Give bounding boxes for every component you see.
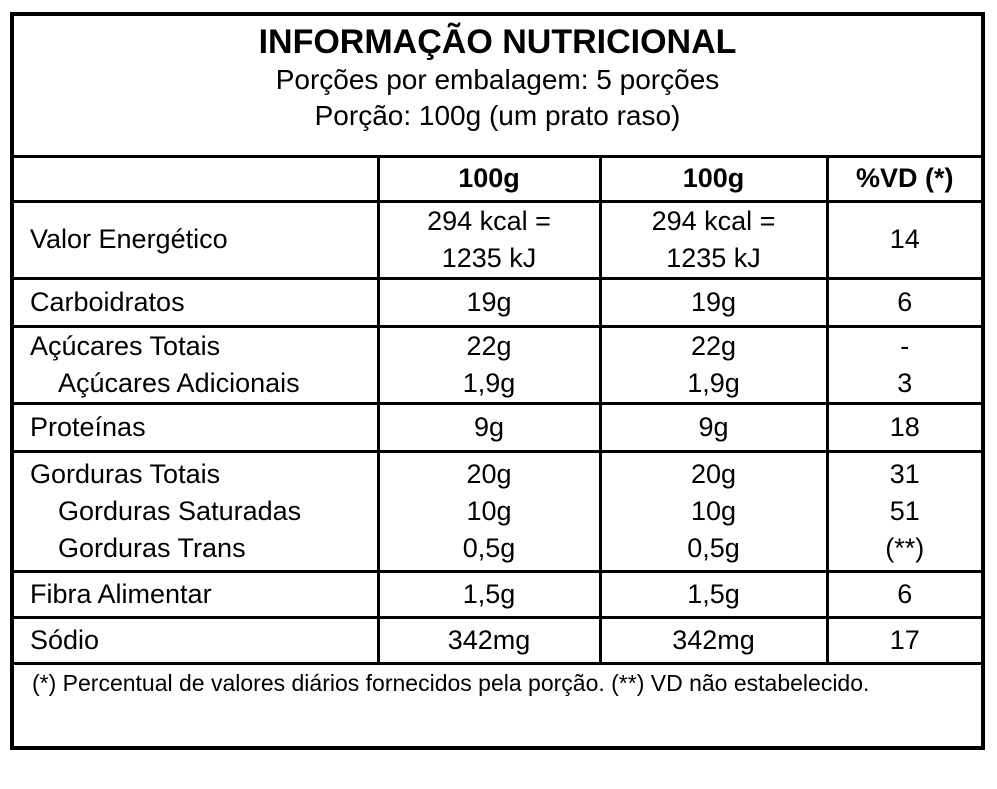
footnote: (*) Percentual de valores diários fornec… [32,669,870,696]
value: 342mg [672,624,755,655]
value-cell: 1,5g [376,569,602,619]
value: 0,5g [462,532,516,563]
value: 3 [897,367,913,398]
nutrient-cell: Fibra Alimentar [14,569,380,619]
value-cell: 1,5g [598,569,829,619]
nutrient-name: Açúcares Totais [30,330,221,361]
nutrient-name: Sódio [30,624,100,655]
nutrient-cell: Carboidratos [14,276,380,328]
value: 1,5g [687,578,740,609]
value: 20g [466,458,512,489]
nutrient-row: Proteínas 9g 9g 18 [14,401,981,453]
value: 14 [889,224,920,254]
value: 294 kcal = 1235 kJ [651,205,776,273]
value: 31 [889,458,920,489]
nutrient-cell: Valor Energético [14,199,380,280]
value: 1,9g [687,367,740,398]
value: 51 [889,495,920,526]
value: 9g [473,411,505,442]
title: INFORMAÇÃO NUTRICIONAL [258,23,737,61]
value-cell: 6 [825,276,981,328]
header-row: 100g 100g %VD (*) [14,158,981,203]
nutrition-table: 100g 100g %VD (*) Valor Energético 294 kcal … [14,158,981,665]
value: - [900,330,910,361]
value: 1,5g [462,578,516,609]
value: 18 [889,411,920,442]
nutrient-cell: Açúcares Totais Açúcares Adicionais [14,324,380,405]
nutrient-name: Gorduras Saturadas [58,495,302,526]
nutrient-name: Açúcares Adicionais [58,367,300,398]
nutrient-name: Gorduras Totais [30,458,221,489]
value: 0,5g [687,532,740,563]
nutrient-name: Proteínas [30,411,146,442]
value: (**) [885,532,925,563]
column-header: 100g [598,158,829,203]
empty-cell [14,158,380,203]
value-cell: 31 51 (**) [825,449,981,573]
nutrient-row: Gorduras Totais Gorduras Saturadas Gordura… [14,449,981,573]
value: 9g [698,411,729,442]
value: 19g [690,286,737,317]
nutrient-cell: Proteínas [14,401,380,453]
nutrient-row: Sódio 342mg 342mg 17 [14,615,981,665]
value-cell: 342mg [376,615,602,665]
nutrient-name: Carboidratos [30,286,185,317]
subtitle: Porções por embalagem: 5 porções [275,64,720,95]
value-cell: 294 kcal = 1235 kJ [376,199,602,280]
subtitle: Porção: 100g (um prato raso) [314,100,681,131]
header: INFORMAÇÃO NUTRICIONAL Porções por embal… [14,16,981,158]
column-header: 100g [376,158,602,203]
value-cell: 14 [825,199,981,280]
value-cell: 6 [825,569,981,619]
nutrient-cell: Sódio [14,615,380,665]
nutrient-name: Fibra Alimentar [30,578,212,609]
value: 22g [690,330,737,361]
value: 20g [690,458,737,489]
value-cell: 9g [376,401,602,453]
value-cell: 19g [376,276,602,328]
value: 6 [897,286,913,317]
value-cell: 22g 1,9g [376,324,602,405]
value-cell: 22g 1,9g [598,324,829,405]
value-cell: 9g [598,401,829,453]
value-cell: 20g 10g 0,5g [376,449,602,573]
nutrient-row: Carboidratos 19g 19g 6 [14,276,981,328]
value-cell: 19g [598,276,829,328]
nutrient-row: Fibra Alimentar 1,5g 1,5g 6 [14,569,981,619]
value: 22g [466,330,512,361]
value: 294 kcal = 1235 kJ [427,205,551,273]
nutrient-cell: Gorduras Totais Gorduras Saturadas Gordura… [14,449,380,573]
nutrition-label: INFORMAÇÃO NUTRICIONAL Porções por embal… [10,12,985,750]
value-cell: 18 [825,401,981,453]
value-cell: 342mg [598,615,829,665]
value: 17 [889,624,920,655]
value: 6 [897,578,913,609]
value: 342mg [447,624,531,655]
value-cell: 294 kcal = 1235 kJ [598,199,829,280]
nutrient-row: Valor Energético 294 kcal = 1235 kJ 294 kc… [14,199,981,280]
value: 10g [466,495,512,526]
value: 10g [690,495,737,526]
value: 1,9g [462,367,516,398]
nutrient-name: Gorduras Trans [58,532,246,563]
nutrient-name: Valor Energético [30,224,228,254]
value-cell: 20g 10g 0,5g [598,449,829,573]
nutrient-row: Açúcares Totais Açúcares Adicionais 22g 1,9… [14,324,981,405]
value: 19g [466,286,512,317]
value-cell: -3 [825,324,981,405]
value-cell: 17 [825,615,981,665]
column-header: %VD (*) [825,158,981,203]
